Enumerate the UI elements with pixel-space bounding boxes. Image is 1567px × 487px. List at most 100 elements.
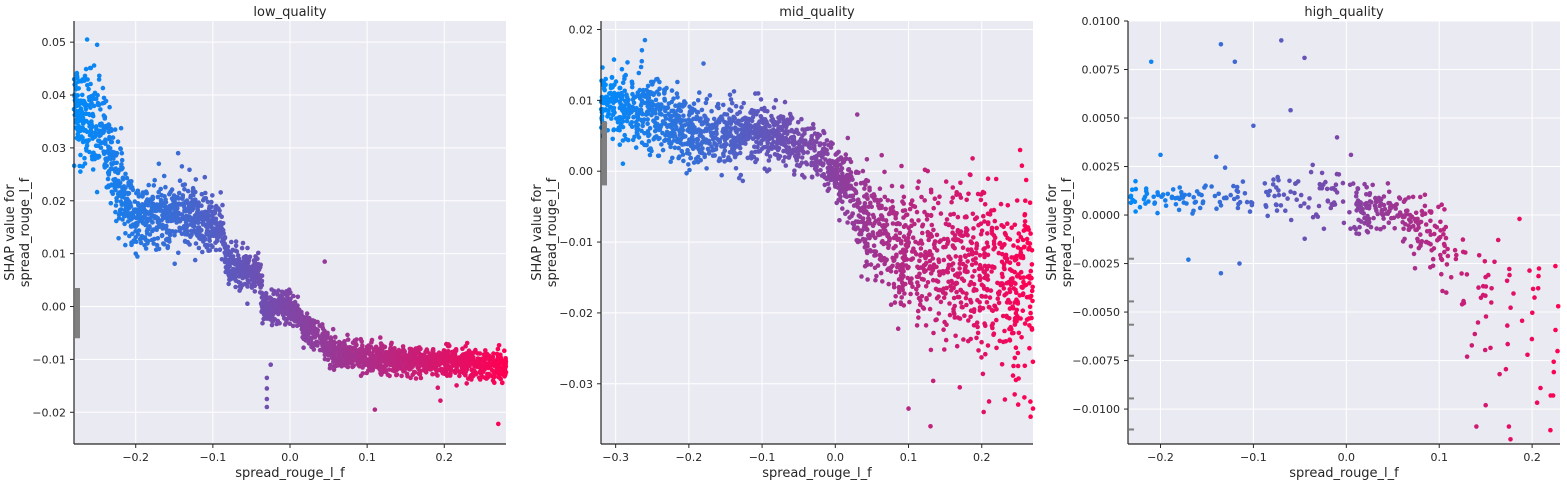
data-point <box>80 135 85 141</box>
data-point <box>87 133 93 138</box>
data-point <box>639 48 645 53</box>
data-point <box>865 227 870 233</box>
data-point <box>205 230 211 235</box>
data-point <box>815 134 820 139</box>
data-point <box>936 311 942 316</box>
data-point <box>974 246 979 251</box>
data-point <box>137 205 143 210</box>
data-point <box>83 103 88 109</box>
data-point <box>925 280 931 285</box>
data-point <box>188 206 193 211</box>
data-point <box>823 157 828 162</box>
data-point <box>611 100 616 106</box>
data-point <box>701 61 706 66</box>
data-point <box>945 265 951 271</box>
data-point <box>75 98 81 103</box>
data-point <box>114 198 119 204</box>
data-point <box>416 366 421 372</box>
data-point <box>101 113 107 118</box>
data-point <box>730 139 735 144</box>
data-point <box>1015 350 1021 356</box>
data-point <box>990 308 996 314</box>
data-point <box>648 146 653 151</box>
data-point <box>905 243 911 249</box>
data-point <box>758 97 764 102</box>
data-point <box>443 360 448 366</box>
data-point <box>917 302 923 308</box>
data-point <box>325 330 330 336</box>
data-point <box>740 178 746 184</box>
data-point <box>983 273 989 279</box>
data-point <box>835 172 840 178</box>
data-point <box>791 137 797 143</box>
data-point <box>95 92 100 98</box>
data-point <box>121 202 127 207</box>
data-point <box>891 245 896 251</box>
data-point <box>903 281 908 287</box>
data-point <box>966 318 971 323</box>
data-point <box>999 362 1005 367</box>
data-point <box>803 160 809 165</box>
data-point <box>954 190 959 195</box>
data-point <box>960 245 966 250</box>
data-point <box>400 356 406 362</box>
data-point <box>733 125 738 130</box>
data-point <box>937 272 942 278</box>
data-point <box>817 142 823 148</box>
data-point <box>862 206 867 211</box>
data-point <box>259 273 265 279</box>
data-point <box>899 295 904 300</box>
data-point <box>676 102 682 108</box>
data-point <box>755 91 761 96</box>
data-point <box>1519 318 1525 324</box>
data-point <box>821 151 826 157</box>
data-point <box>681 158 686 164</box>
data-point <box>1483 314 1489 319</box>
data-point <box>932 196 938 201</box>
data-point <box>1367 192 1372 198</box>
data-point <box>1028 310 1033 316</box>
data-point <box>110 149 115 155</box>
data-point <box>260 307 265 312</box>
data-point <box>949 199 954 205</box>
data-point <box>1024 294 1030 300</box>
data-point <box>86 95 92 100</box>
data-point <box>642 142 647 148</box>
data-point <box>680 152 686 157</box>
data-point <box>736 175 742 181</box>
data-point <box>985 343 991 348</box>
data-point <box>1428 265 1433 270</box>
data-point <box>168 218 174 224</box>
data-point <box>989 225 995 231</box>
data-point <box>98 123 103 128</box>
data-point <box>930 378 936 384</box>
data-point <box>971 226 976 231</box>
data-point <box>835 165 840 171</box>
x-axis-label: spread_rouge_l_f <box>762 466 872 481</box>
data-point <box>873 277 878 283</box>
data-point <box>161 241 166 246</box>
data-point <box>965 259 970 264</box>
data-point <box>894 211 899 216</box>
data-point <box>956 237 961 243</box>
data-point <box>464 381 470 386</box>
data-point <box>268 362 274 367</box>
data-point <box>789 127 794 133</box>
data-point <box>659 142 664 147</box>
data-point <box>120 175 126 181</box>
data-point <box>423 362 429 368</box>
data-point <box>728 97 734 102</box>
data-point <box>906 406 911 411</box>
data-point <box>916 315 921 320</box>
data-point <box>722 136 727 141</box>
data-point <box>345 337 351 342</box>
x-tick-label: 0.1 <box>358 451 376 464</box>
data-point <box>611 127 616 133</box>
data-point <box>767 131 772 137</box>
data-point <box>219 214 224 220</box>
data-point <box>993 176 999 182</box>
data-point <box>943 337 949 343</box>
data-point <box>151 201 156 207</box>
data-point <box>722 144 727 150</box>
data-point <box>251 281 257 287</box>
